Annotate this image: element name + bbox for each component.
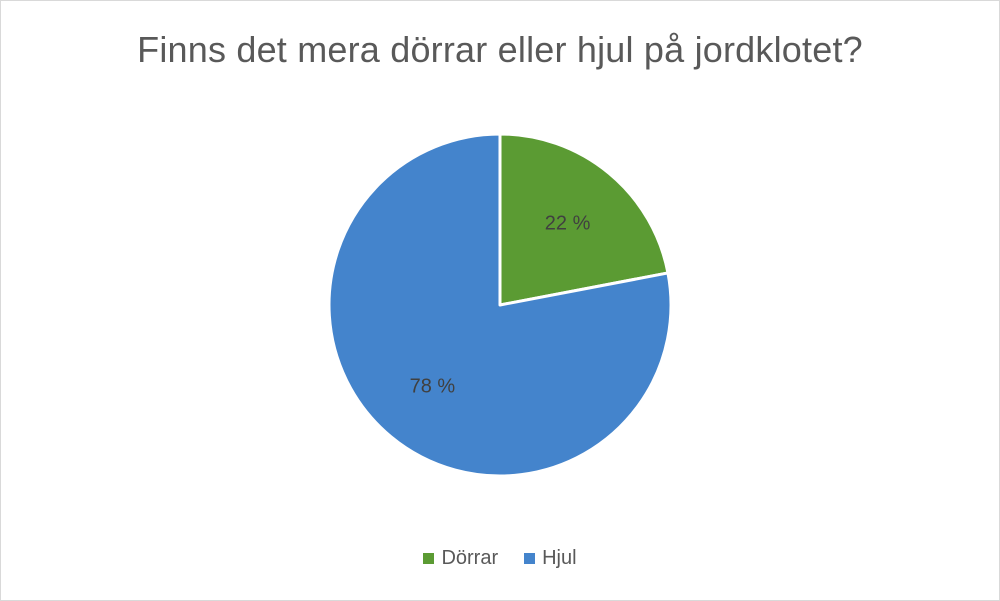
legend-label-dorrar: Dörrar [441, 547, 499, 569]
legend-swatch-dorrar [423, 553, 435, 564]
pie-slice-hjul [327, 132, 673, 478]
legend-item-dorrar: Dörrar [423, 547, 498, 570]
pie-slice-dorrar [498, 132, 670, 307]
chart-title: Finns det mera dörrar eller hjul på jord… [137, 29, 863, 70]
legend-swatch-hjul [524, 553, 536, 564]
legend-label-hjul: Hjul [542, 547, 577, 569]
data-label-hjul: 78 % [410, 376, 456, 398]
legend: Dörrar Hjul [1, 547, 999, 570]
data-label-dorrar: 22 % [545, 212, 591, 234]
legend-item-hjul: Hjul [524, 547, 577, 570]
